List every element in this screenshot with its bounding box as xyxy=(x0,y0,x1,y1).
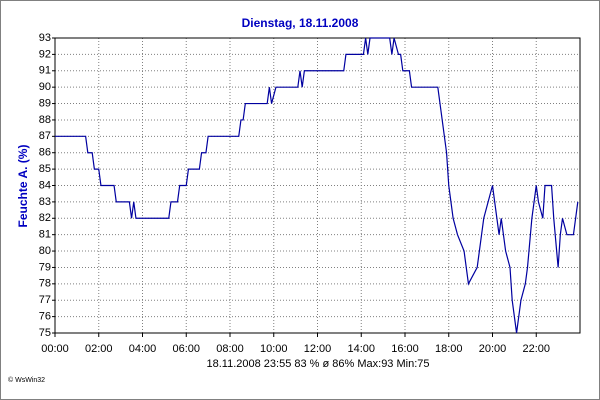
y-tick-label: 83 xyxy=(39,196,51,208)
y-tick-label: 82 xyxy=(39,212,51,224)
y-tick-label: 75 xyxy=(39,327,51,339)
y-tick-label: 90 xyxy=(39,81,51,93)
x-tick-label: 00:00 xyxy=(41,343,69,355)
y-tick-label: 87 xyxy=(39,130,51,142)
chart-title: Dienstag, 18.11.2008 xyxy=(242,16,359,30)
x-tick-label: 12:00 xyxy=(304,343,332,355)
y-tick-label: 80 xyxy=(39,245,51,257)
x-tick-label: 16:00 xyxy=(391,343,419,355)
y-tick-label: 77 xyxy=(39,294,51,306)
x-tick-label: 20:00 xyxy=(479,343,507,355)
y-tick-label: 81 xyxy=(39,229,51,241)
y-tick-label: 79 xyxy=(39,261,51,273)
credit: © WsWin32 xyxy=(8,376,45,384)
y-tick-label: 85 xyxy=(39,163,51,175)
x-tick-label: 02:00 xyxy=(85,343,113,355)
plot-border xyxy=(54,37,581,334)
x-tick-label: 14:00 xyxy=(347,343,375,355)
y-tick-label: 84 xyxy=(39,179,51,191)
y-axis-label: Feuchte A. (%) xyxy=(16,145,30,228)
x-tick-label: 06:00 xyxy=(172,343,200,355)
y-tick-label: 78 xyxy=(39,278,51,290)
x-tick-label: 10:00 xyxy=(260,343,288,355)
y-tick-label: 86 xyxy=(39,147,51,159)
footer: 18.11.2008 23:55 83 % ø 86% Max:93 Min:7… xyxy=(207,358,430,370)
y-tick-label: 76 xyxy=(39,311,51,323)
y-tick-label: 89 xyxy=(39,97,51,109)
x-tick-label: 22:00 xyxy=(522,343,550,355)
y-tick-label: 92 xyxy=(39,48,51,60)
y-tick-label: 88 xyxy=(39,114,51,126)
x-tick-label: 04:00 xyxy=(129,343,157,355)
x-tick-label: 18:00 xyxy=(435,343,463,355)
x-tick-label: 08:00 xyxy=(216,343,244,355)
y-tick-label: 91 xyxy=(39,65,51,77)
data-line xyxy=(55,37,579,334)
y-tick-label: 93 xyxy=(39,32,51,44)
